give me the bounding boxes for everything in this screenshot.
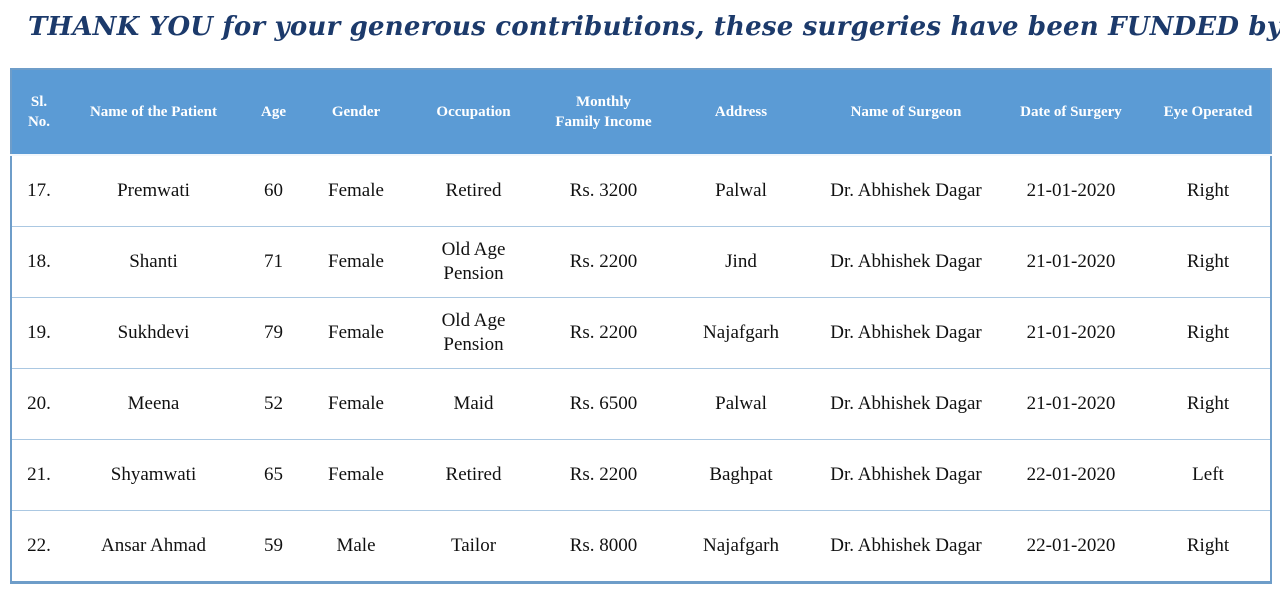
cell-surgeon: Dr. Abhishek Dagar xyxy=(816,510,996,583)
cell-gender: Female xyxy=(306,226,406,298)
column-header-age: Age xyxy=(241,69,306,156)
table-header-row: Sl. No. Name of the Patient Age Gender O… xyxy=(11,69,1271,156)
cell-income: Rs. 2200 xyxy=(541,226,666,298)
cell-patient-name: Sukhdevi xyxy=(66,297,241,369)
table-row: 21. Shyamwati 65 Female Retired Rs. 2200… xyxy=(11,439,1271,511)
column-header-eye-operated: Eye Operated xyxy=(1146,69,1271,156)
cell-surgery-date: 21-01-2020 xyxy=(1026,180,1116,201)
table-row: 18. Shanti 71 Female Old Age Pension Rs.… xyxy=(11,226,1271,298)
column-header-address: Address xyxy=(666,69,816,156)
table-row: 20. Meena 52 Female Maid Rs. 6500 Palwal… xyxy=(11,368,1271,440)
cell-age: 65 xyxy=(241,439,306,511)
cell-surgeon: Dr. Abhishek Dagar xyxy=(830,180,982,201)
table-row: 22. Ansar Ahmad 59 Male Tailor Rs. 8000 … xyxy=(11,510,1271,583)
column-header-gender: Gender xyxy=(306,69,406,156)
cell-occupation: Maid xyxy=(406,368,541,440)
table-row: 17. Premwati 60 Female Retired Rs. 3200 … xyxy=(11,155,1271,227)
cell-gender: Female xyxy=(306,439,406,511)
table-row: 19. Sukhdevi 79 Female Old Age Pension R… xyxy=(11,297,1271,369)
cell-age: 60 xyxy=(264,180,283,201)
cell-sl-no: 20. xyxy=(11,368,66,440)
cell-address: Najafgarh xyxy=(666,510,816,583)
cell-sl-no: 19. xyxy=(11,297,66,369)
cell-gender: Male xyxy=(306,510,406,583)
cell-income: Rs. 3200 xyxy=(569,180,638,201)
cell-eye-operated: Right xyxy=(1146,226,1271,298)
page-header: THANK YOU for your generous contribution… xyxy=(0,0,1280,68)
cell-eye-operated: Right xyxy=(1146,510,1271,583)
cell-gender: Female xyxy=(306,297,406,369)
cell-surgeon: Dr. Abhishek Dagar xyxy=(816,297,996,369)
cell-income: Rs. 8000 xyxy=(541,510,666,583)
cell-surgeon: Dr. Abhishek Dagar xyxy=(816,439,996,511)
cell-occupation: Retired xyxy=(406,439,541,511)
cell-income: Rs. 6500 xyxy=(541,368,666,440)
page-title: THANK YOU for your generous contribution… xyxy=(28,12,1280,42)
cell-address: Jind xyxy=(666,226,816,298)
cell-address: Najafgarh xyxy=(666,297,816,369)
cell-age: 59 xyxy=(241,510,306,583)
cell-eye-operated: Right xyxy=(1146,368,1271,440)
column-header-sl-no: Sl. No. xyxy=(11,69,66,156)
cell-eye-operated: Right xyxy=(1186,180,1230,201)
cell-sl-no: 21. xyxy=(11,439,66,511)
patients-table: Sl. No. Name of the Patient Age Gender O… xyxy=(10,68,1272,584)
cell-patient-name: Premwati xyxy=(117,180,190,201)
cell-occupation: Old Age Pension xyxy=(406,226,541,298)
column-header-patient-name: Name of the Patient xyxy=(66,69,241,156)
cell-occupation: Tailor xyxy=(406,510,541,583)
column-header-surgeon: Name of Surgeon xyxy=(816,69,996,156)
cell-address: Palwal xyxy=(666,368,816,440)
cell-gender: Female xyxy=(328,180,384,201)
cell-patient-name: Shanti xyxy=(66,226,241,298)
column-header-income: Monthly Family Income xyxy=(541,69,666,156)
cell-occupation: Retired xyxy=(445,180,502,201)
cell-patient-name: Meena xyxy=(66,368,241,440)
cell-surgeon: Dr. Abhishek Dagar xyxy=(816,368,996,440)
column-header-surgery-date: Date of Surgery xyxy=(996,69,1146,156)
cell-surgery-date: 22-01-2020 xyxy=(996,439,1146,511)
cell-surgery-date: 21-01-2020 xyxy=(996,297,1146,369)
cell-patient-name: Ansar Ahmad xyxy=(66,510,241,583)
cell-sl-no: 18. xyxy=(11,226,66,298)
cell-address: Palwal xyxy=(715,180,767,201)
cell-address: Baghpat xyxy=(666,439,816,511)
cell-patient-name: Shyamwati xyxy=(66,439,241,511)
cell-eye-operated: Right xyxy=(1146,297,1271,369)
cell-surgery-date: 21-01-2020 xyxy=(996,226,1146,298)
cell-surgery-date: 21-01-2020 xyxy=(996,368,1146,440)
cell-surgeon: Dr. Abhishek Dagar xyxy=(816,226,996,298)
cell-age: 71 xyxy=(241,226,306,298)
cell-sl-no: 17. xyxy=(27,180,51,201)
cell-income: Rs. 2200 xyxy=(541,297,666,369)
cell-occupation: Old Age Pension xyxy=(406,297,541,369)
cell-age: 52 xyxy=(241,368,306,440)
cell-surgery-date: 22-01-2020 xyxy=(996,510,1146,583)
column-header-occupation: Occupation xyxy=(406,69,541,156)
cell-gender: Female xyxy=(306,368,406,440)
cell-sl-no: 22. xyxy=(11,510,66,583)
cell-age: 79 xyxy=(241,297,306,369)
cell-eye-operated: Left xyxy=(1146,439,1271,511)
cell-income: Rs. 2200 xyxy=(541,439,666,511)
